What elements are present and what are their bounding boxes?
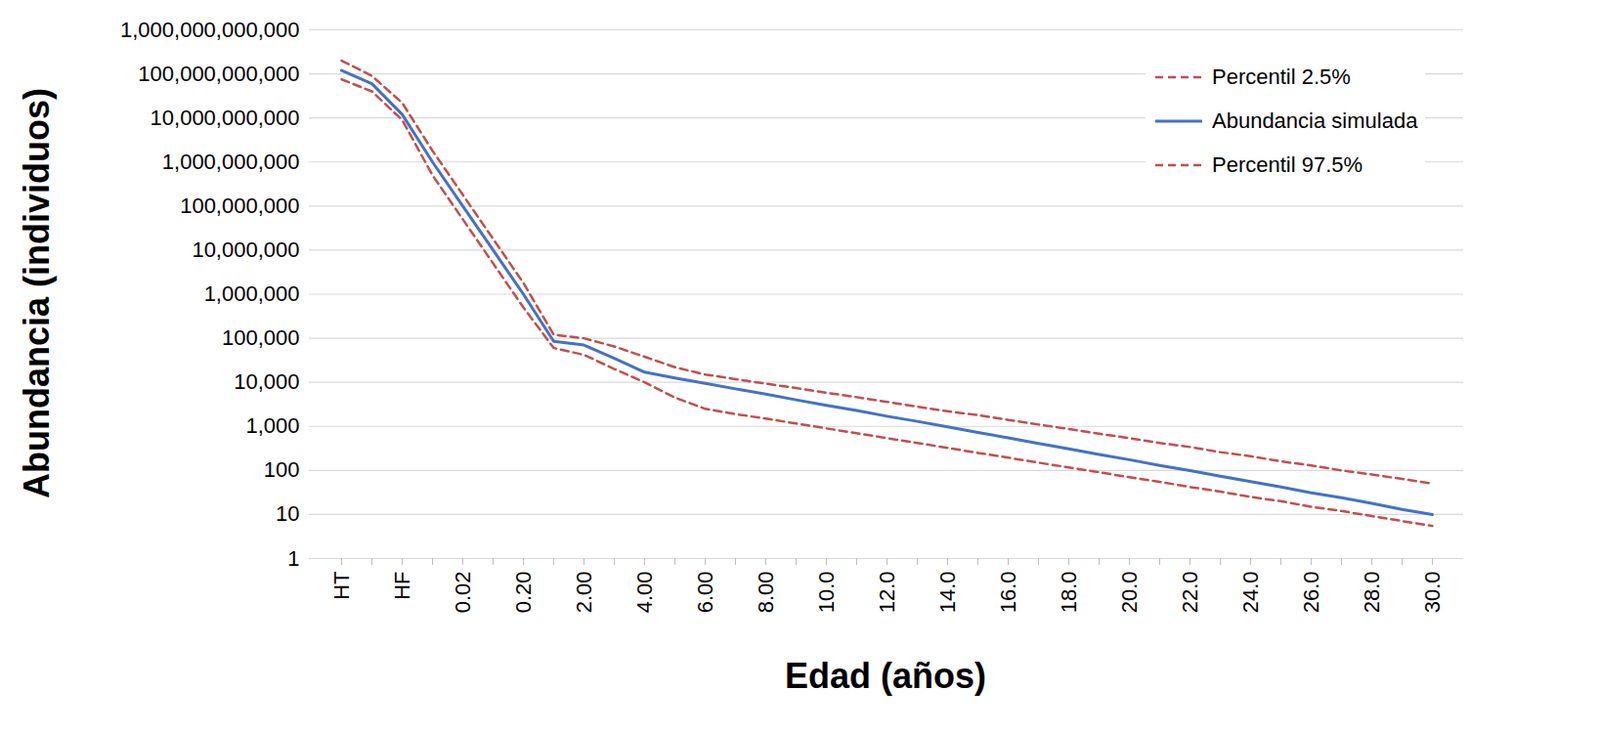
svg-text:HF: HF xyxy=(389,571,415,601)
svg-text:1,000: 1,000 xyxy=(245,413,300,438)
svg-text:100: 100 xyxy=(263,457,301,482)
svg-text:24.0: 24.0 xyxy=(1238,571,1263,614)
svg-text:1,000,000,000,000: 1,000,000,000,000 xyxy=(120,17,301,43)
svg-text:10,000,000: 10,000,000 xyxy=(191,237,300,262)
svg-text:100,000: 100,000 xyxy=(221,325,301,350)
svg-text:0.02: 0.02 xyxy=(450,571,476,614)
svg-text:10.0: 10.0 xyxy=(814,571,839,614)
html-text:Percentil 97.5%: Percentil 97.5% xyxy=(1211,151,1363,177)
svg-text:1,000,000,000: 1,000,000,000 xyxy=(162,149,301,174)
html-text:Percentil 2.5%: Percentil 2.5% xyxy=(1211,64,1351,89)
svg-text:16.0: 16.0 xyxy=(995,571,1021,614)
svg-text:12.0: 12.0 xyxy=(874,571,900,614)
svg-text:14.0: 14.0 xyxy=(935,571,960,614)
svg-text:1: 1 xyxy=(287,546,300,571)
svg-text:6.00: 6.00 xyxy=(692,571,718,614)
svg-text:HT: HT xyxy=(329,571,354,601)
svg-text:10,000,000,000: 10,000,000,000 xyxy=(150,105,301,130)
svg-text:4.00: 4.00 xyxy=(632,571,657,614)
svg-text:1,000,000: 1,000,000 xyxy=(204,281,301,306)
svg-text:28.0: 28.0 xyxy=(1359,571,1384,614)
svg-text:10,000: 10,000 xyxy=(233,369,300,394)
svg-text:22.0: 22.0 xyxy=(1177,571,1203,614)
html-text:Edad (años): Edad (años) xyxy=(784,655,987,696)
svg-text:2.00: 2.00 xyxy=(571,571,597,614)
svg-text:100,000,000,000: 100,000,000,000 xyxy=(137,61,300,87)
svg-text:10: 10 xyxy=(275,501,300,526)
svg-text:26.0: 26.0 xyxy=(1298,571,1324,614)
svg-text:8.00: 8.00 xyxy=(753,571,779,614)
svg-text:30.0: 30.0 xyxy=(1420,571,1445,614)
html-text:Abundancia (individuos): Abundancia (individuos) xyxy=(16,87,57,499)
html-text:Abundancia simulada: Abundancia simulada xyxy=(1211,108,1418,133)
svg-text:20.0: 20.0 xyxy=(1117,571,1142,614)
svg-text:18.0: 18.0 xyxy=(1056,571,1082,614)
svg-text:0.20: 0.20 xyxy=(511,571,536,614)
svg-text:100,000,000: 100,000,000 xyxy=(179,193,300,218)
